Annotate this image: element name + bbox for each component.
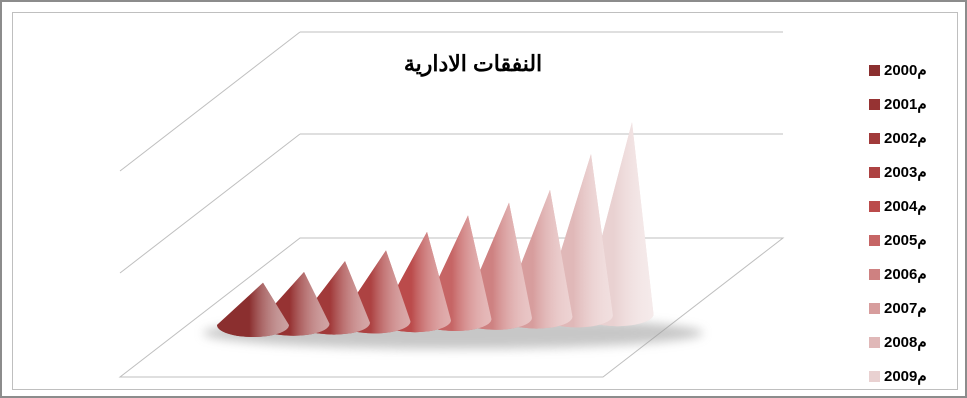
legend-item: م2004 — [869, 189, 967, 223]
legend-swatch — [869, 234, 880, 246]
legend-item: م2007 — [869, 291, 967, 325]
legend-swatch — [869, 336, 880, 348]
legend-item: م2008 — [869, 325, 967, 359]
legend-item: م2006 — [869, 257, 967, 291]
legend-label: م2008 — [884, 334, 927, 351]
legend: م2000 م2001 م2002 م2003 م2004 م2005 م2006 م2007… — [869, 53, 967, 393]
legend-swatch — [869, 302, 880, 314]
legend-swatch — [869, 64, 880, 76]
chart-floor — [118, 237, 785, 378]
plot-area — [118, 31, 785, 378]
legend-item: م2001 — [869, 87, 967, 121]
legend-label: م2002 — [884, 130, 927, 147]
legend-label: م2003 — [884, 164, 927, 181]
legend-item: م2002 — [869, 121, 967, 155]
legend-item: م2005 — [869, 223, 967, 257]
chart-title: النفقات الادارية — [403, 51, 543, 76]
legend-item: م2000 — [869, 53, 967, 87]
legend-label: م2001 — [884, 96, 927, 113]
legend-swatch — [869, 200, 880, 212]
legend-item: م2003 — [869, 155, 967, 189]
chart-area: النفقات الادارية م2000 م2001 م2002 م2003 م20… — [12, 12, 958, 390]
legend-label: م2000 — [884, 62, 927, 79]
legend-label: م2007 — [884, 300, 927, 317]
legend-label: م2009 — [884, 368, 927, 385]
legend-label: م2006 — [884, 266, 927, 283]
wall-gridline — [119, 31, 301, 172]
legend-swatch — [869, 166, 880, 178]
legend-label: م2005 — [884, 232, 927, 249]
legend-swatch — [869, 98, 880, 110]
legend-label: م2004 — [884, 198, 927, 215]
cone-م2000 — [217, 282, 289, 337]
legend-swatch — [869, 268, 880, 280]
wall-gridline — [119, 133, 301, 274]
legend-swatch — [869, 370, 880, 382]
legend-swatch — [869, 132, 880, 144]
legend-item: م2009 — [869, 359, 967, 393]
cone-highlight — [217, 282, 289, 337]
